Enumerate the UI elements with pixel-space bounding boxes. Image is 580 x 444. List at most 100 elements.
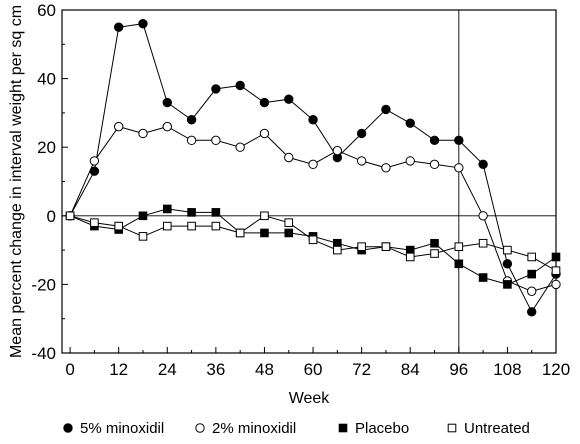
data-point-2pct-minoxidil (162, 121, 172, 132)
x-tick-label: 24 (158, 360, 177, 379)
data-point-untreated (454, 242, 464, 251)
data-point-2pct-minoxidil (284, 152, 294, 163)
legend-marker-placebo (338, 423, 348, 433)
data-point-placebo (527, 269, 537, 279)
data-point-untreated (333, 245, 342, 255)
data-point-5pct-minoxidil (308, 115, 318, 125)
data-point-untreated (90, 218, 99, 227)
data-point-2pct-minoxidil (356, 156, 367, 166)
data-point-placebo (162, 204, 172, 214)
data-point-untreated (284, 218, 294, 227)
legend-marker-5pct-minoxidil (63, 423, 73, 433)
legend-marker-2pct-minoxidil (195, 423, 205, 433)
series-5pct-minoxidil (65, 19, 561, 317)
legend-item-untreated: Untreated (447, 420, 530, 437)
data-point-placebo (478, 273, 488, 282)
data-point-2pct-minoxidil (186, 135, 197, 146)
data-point-5pct-minoxidil (381, 104, 391, 115)
data-point-5pct-minoxidil (454, 135, 464, 146)
legend-label-untreated: Untreated (464, 420, 530, 437)
x-tick-label: 0 (65, 360, 74, 379)
axes: -40 -20 0 20 40 60 0 12 24 36 48 60 72 84 96 108 120 (31, 1, 570, 379)
data-point-2pct-minoxidil (211, 135, 221, 146)
legend-label-2pct-minoxidil: 2% minoxidil (212, 420, 296, 437)
data-point-untreated (405, 252, 415, 262)
data-point-untreated (478, 238, 488, 248)
plot-frame (61, 9, 557, 354)
data-point-untreated (114, 221, 123, 231)
data-point-placebo (187, 208, 196, 217)
y-tick-label: 20 (37, 138, 56, 157)
data-point-5pct-minoxidil (284, 94, 294, 104)
x-tick-label: 36 (206, 360, 225, 379)
data-point-2pct-minoxidil (235, 142, 245, 152)
data-point-untreated (308, 235, 318, 245)
data-point-5pct-minoxidil (429, 135, 440, 146)
data-point-2pct-minoxidil (429, 159, 440, 170)
data-point-placebo (454, 259, 464, 269)
series-line-2pct-minoxidil (69, 126, 557, 292)
data-point-5pct-minoxidil (405, 118, 415, 128)
data-point-untreated (187, 221, 196, 231)
data-point-5pct-minoxidil (113, 22, 124, 32)
legend-marker-untreated (447, 423, 457, 433)
y-tick-label: 40 (37, 70, 56, 89)
data-point-5pct-minoxidil (478, 159, 488, 170)
x-tick-label: 108 (493, 360, 521, 379)
data-point-untreated (260, 211, 269, 221)
axis-labels: Mean percent change in interval weight p… (8, 5, 330, 407)
data-point-untreated (430, 249, 439, 258)
data-point-2pct-minoxidil (138, 128, 148, 139)
legend-item-2pct-minoxidil: 2% minoxidil (195, 420, 296, 437)
x-tick-label: 60 (304, 360, 323, 379)
x-tick-label: 12 (109, 360, 128, 379)
series-group (65, 19, 561, 317)
x-axis-title: Week (289, 390, 331, 407)
data-point-2pct-minoxidil (113, 121, 124, 132)
data-point-untreated (138, 232, 148, 241)
series-untreated (65, 211, 561, 275)
x-tick-label: 84 (401, 360, 420, 379)
data-point-2pct-minoxidil (551, 279, 561, 290)
legend: 5% minoxidil 2% minoxidil Placebo Untreated (63, 420, 530, 437)
data-point-placebo (551, 252, 561, 262)
legend-label-placebo: Placebo (355, 420, 409, 437)
data-point-placebo (260, 228, 269, 238)
data-point-2pct-minoxidil (527, 286, 537, 296)
data-point-placebo (211, 208, 221, 217)
data-point-untreated (503, 245, 512, 255)
legend-item-placebo: Placebo (338, 420, 409, 437)
y-tick-label: -40 (31, 344, 56, 363)
data-point-untreated (527, 252, 537, 262)
x-tick-label: 120 (542, 360, 570, 379)
data-point-2pct-minoxidil (332, 145, 343, 156)
data-point-placebo (503, 280, 512, 289)
data-point-5pct-minoxidil (527, 307, 537, 317)
data-point-placebo (430, 238, 439, 248)
data-point-untreated (211, 221, 221, 231)
y-tick-label: 0 (47, 207, 56, 226)
data-point-5pct-minoxidil (162, 97, 172, 108)
data-point-2pct-minoxidil (454, 163, 464, 173)
data-point-untreated (381, 242, 391, 251)
y-tick-label: 60 (37, 1, 56, 20)
data-point-2pct-minoxidil (381, 163, 391, 173)
data-point-2pct-minoxidil (405, 156, 415, 166)
data-point-untreated (162, 221, 172, 231)
data-point-placebo (284, 228, 294, 238)
data-point-untreated (551, 266, 561, 275)
y-axis-title: Mean percent change in interval weight p… (8, 5, 25, 358)
data-point-2pct-minoxidil (478, 211, 488, 221)
data-point-5pct-minoxidil (502, 259, 513, 269)
x-tick-label: 48 (255, 360, 274, 379)
data-point-untreated (235, 228, 245, 238)
x-tick-label: 96 (449, 360, 468, 379)
data-point-untreated (65, 211, 75, 221)
data-point-2pct-minoxidil (89, 156, 100, 166)
data-point-5pct-minoxidil (186, 115, 197, 125)
data-point-untreated (357, 242, 366, 251)
legend-label-5pct-minoxidil: 5% minoxidil (80, 420, 164, 437)
legend-item-5pct-minoxidil: 5% minoxidil (63, 420, 164, 437)
